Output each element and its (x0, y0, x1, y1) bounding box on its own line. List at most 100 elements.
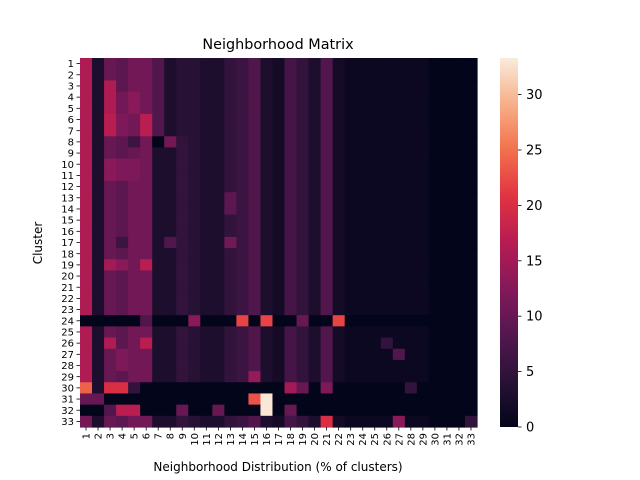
heatmap-cell (320, 326, 334, 339)
heatmap-cell (452, 113, 466, 126)
y-tick-label: 4 (68, 93, 74, 104)
x-tick-label: 21 (322, 433, 333, 446)
heatmap-cell (296, 80, 310, 93)
heatmap-cell (272, 304, 286, 316)
heatmap-cell (116, 270, 129, 283)
x-tick-label: 2 (94, 433, 105, 439)
x-tick-label: 30 (430, 433, 441, 446)
heatmap-cell (416, 125, 430, 137)
heatmap-cell (140, 214, 153, 227)
heatmap-cell (260, 80, 274, 93)
heatmap-cell (380, 91, 394, 104)
heatmap-cell (92, 80, 105, 93)
heatmap-cell (356, 192, 370, 204)
heatmap-cell (404, 326, 418, 339)
heatmap-cell (140, 393, 153, 406)
heatmap-cell (344, 248, 358, 260)
heatmap-cell (428, 102, 442, 115)
heatmap-cell (308, 147, 322, 160)
heatmap-cell (296, 158, 310, 171)
heatmap-cell (320, 102, 334, 115)
heatmap-cell (464, 393, 478, 406)
heatmap-cell (440, 91, 454, 104)
heatmap-cell (188, 248, 201, 260)
heatmap-cell (380, 136, 394, 149)
heatmap-cell (152, 248, 165, 260)
heatmap-cell (464, 304, 478, 316)
heatmap-cell (440, 125, 454, 137)
heatmap-cell (128, 113, 141, 126)
heatmap-cell (212, 304, 225, 316)
heatmap-cell (104, 58, 117, 70)
heatmap-cell (284, 58, 298, 70)
heatmap-cell (164, 337, 177, 350)
heatmap-cell (428, 359, 442, 372)
heatmap-cell (128, 359, 141, 372)
heatmap-cell (404, 259, 418, 272)
heatmap-cell (356, 382, 370, 395)
heatmap-cell (248, 125, 262, 137)
heatmap-cell (332, 371, 346, 383)
heatmap-cell (452, 236, 466, 249)
heatmap-cell (440, 214, 454, 227)
heatmap-cell (332, 259, 346, 272)
heatmap-cell (128, 281, 141, 294)
heatmap-cell (260, 203, 274, 216)
heatmap-cell (128, 236, 141, 249)
heatmap-cell (392, 281, 406, 294)
heatmap-cell (116, 214, 129, 227)
heatmap-cell (164, 91, 177, 104)
heatmap-cell (104, 181, 117, 193)
heatmap-cell (380, 404, 394, 417)
heatmap-cell (80, 158, 93, 171)
heatmap-cell (440, 304, 454, 316)
heatmap-cell (164, 192, 177, 204)
heatmap-cell (368, 270, 382, 283)
y-tick-label: 29 (61, 372, 74, 383)
heatmap-cell (176, 158, 189, 171)
heatmap-cell (272, 169, 286, 182)
heatmap-cell (248, 348, 262, 361)
heatmap-cell (296, 371, 310, 383)
x-tick-label: 6 (142, 433, 153, 439)
heatmap-cell (116, 315, 129, 327)
heatmap-cell (272, 292, 286, 305)
heatmap-cell (464, 326, 478, 339)
heatmap-cell (320, 58, 334, 70)
heatmap-cell (320, 113, 334, 126)
heatmap-cell (440, 225, 454, 238)
heatmap-cell (152, 259, 165, 272)
heatmap-cell (140, 147, 153, 160)
heatmap-cell (224, 203, 237, 216)
heatmap-cell (284, 304, 298, 316)
heatmap-cell (176, 415, 189, 428)
heatmap-cell (428, 169, 442, 182)
heatmap-cell (80, 270, 93, 283)
heatmap-cell (248, 214, 262, 227)
heatmap-cell (236, 203, 250, 216)
heatmap-cell (116, 91, 129, 104)
heatmap-cell (392, 147, 406, 160)
heatmap-cell (140, 102, 153, 115)
y-tick-label: 16 (61, 227, 74, 238)
heatmap-cell (200, 270, 213, 283)
heatmap-cell (320, 181, 334, 193)
heatmap-cell (344, 58, 358, 70)
heatmap-cell (176, 80, 189, 93)
heatmap-cell (128, 80, 141, 93)
heatmap-cell (200, 382, 213, 395)
x-tick-label: 25 (370, 433, 381, 446)
heatmap-cell (332, 158, 346, 171)
heatmap-cell (152, 181, 165, 193)
heatmap-cell (392, 248, 406, 260)
heatmap-cell (308, 80, 322, 93)
heatmap-cell (248, 281, 262, 294)
heatmap-cell (224, 225, 237, 238)
heatmap-cell (380, 337, 394, 350)
heatmap-cell (332, 102, 346, 115)
heatmap-cell (416, 158, 430, 171)
heatmap-cell (440, 102, 454, 115)
y-tick-label: 20 (61, 272, 74, 283)
heatmap-cell (176, 382, 189, 395)
heatmap-cell (464, 236, 478, 249)
